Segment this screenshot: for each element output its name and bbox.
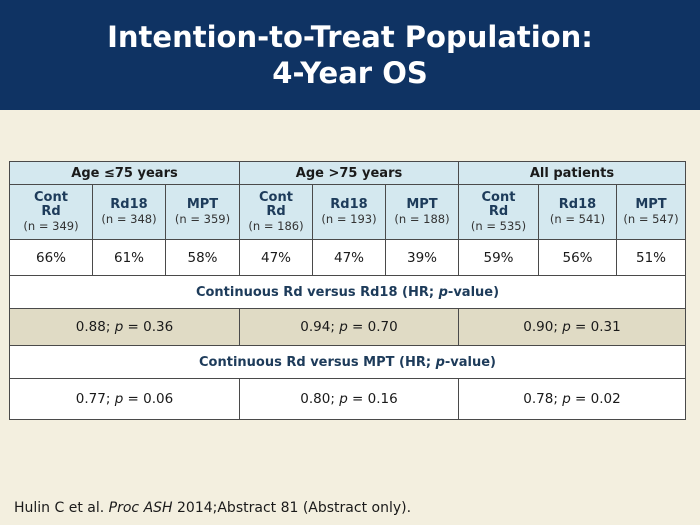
hr-text: 0.77; [75,391,115,407]
slide-title: Intention-to-Treat Population: 4-Year OS [0,0,700,110]
arm-n: (n = 348) [101,212,157,226]
hr-value: 0.77; p = 0.06 [9,378,240,420]
comparison-2-label: Continuous Rd versus MPT (HR; p-value) [8,345,687,379]
arm-header: Cont Rd (n = 186) [239,184,313,240]
os-value: 61% [92,239,166,276]
arm-header: MPT (n = 547) [615,184,687,240]
p-text: = 0.31 [570,319,621,335]
p-text: = 0.70 [347,319,398,335]
os-value: 66% [9,239,93,276]
hr-text: 0.80; [300,391,340,407]
os-table: Age ≤75 years Age >75 years All patients… [8,161,687,420]
hr-value: 0.88; p = 0.36 [9,308,240,346]
group-header: All patients [457,161,687,185]
hr-text: 0.94; [300,319,340,335]
p-label: p [339,319,348,335]
comparison-label-p: p [435,354,445,370]
os-value: 47% [239,239,313,276]
arm-header: MPT (n = 188) [385,184,459,240]
title-line-2: 4-Year OS [272,56,428,90]
comparison-label-p: p [438,284,448,300]
arm-header: Cont Rd (n = 535) [458,184,539,240]
os-value: 47% [312,239,386,276]
comparison-label-text: -value) [444,354,497,370]
arm-n: (n = 535) [470,219,527,233]
citation-journal: Proc ASH [108,500,173,516]
arm-name: MPT [186,197,219,212]
comparison-1-header-row: Continuous Rd versus Rd18 (HR; p-value) [8,275,687,309]
p-text: = 0.16 [347,391,398,407]
arm-n: (n = 188) [394,212,450,226]
arm-n: (n = 186) [248,219,304,233]
p-label: p [339,391,348,407]
arm-header: MPT (n = 359) [165,184,240,240]
p-label: p [114,391,124,407]
arm-name: Rd18 [110,197,148,212]
arm-name: MPT [635,197,667,212]
citation: Hulin C et al. Proc ASH 2014;Abstract 81… [14,500,411,516]
comparison-2-header-row: Continuous Rd versus MPT (HR; p-value) [8,345,687,379]
p-text: = 0.06 [123,391,174,407]
hr-value: 0.90; p = 0.31 [457,308,687,346]
arm-header: Rd18 (n = 541) [538,184,617,240]
group-header: Age >75 years [239,161,459,185]
arm-name: Rd18 [330,197,368,212]
arm-header: Rd18 (n = 348) [92,184,166,240]
arm-n: (n = 541) [549,212,606,226]
arm-header-row: Cont Rd (n = 349) Rd18 (n = 348) MPT (n = 3… [9,184,687,240]
arm-name: Rd18 [558,197,597,212]
arm-name: Cont Rd [259,190,293,219]
comparison-1-values-row: 0.88; p = 0.36 0.94; p = 0.70 0.90; p = … [9,308,687,346]
hr-text: 0.88; [75,319,115,335]
arm-n: (n = 193) [321,212,377,226]
p-label: p [114,319,124,335]
arm-header: Cont Rd (n = 349) [9,184,93,240]
hr-value: 0.94; p = 0.70 [239,308,459,346]
comparison-2-values-row: 0.77; p = 0.06 0.80; p = 0.16 0.78; p = … [9,378,687,420]
arm-name: Cont Rd [34,190,68,219]
title-line-1: Intention-to-Treat Population: [107,20,593,54]
p-text: = 0.02 [570,391,621,407]
group-header: Age ≤75 years [9,161,240,185]
comparison-label-text: -value) [447,284,500,300]
group-header-row: Age ≤75 years Age >75 years All patients [9,161,687,185]
arm-n: (n = 349) [23,219,79,233]
hr-text: 0.90; [523,319,563,335]
hr-text: 0.78; [523,391,563,407]
os-value: 56% [538,239,617,276]
os-values-row: 66% 61% 58% 47% 47% 39% 59% 56% 51% [9,239,687,276]
hr-value: 0.78; p = 0.02 [457,378,687,420]
arm-n: (n = 359) [174,212,231,226]
os-value: 39% [385,239,459,276]
arm-name: MPT [406,197,438,212]
comparison-label-text: Continuous Rd versus MPT (HR; [199,354,436,370]
os-value: 59% [458,239,539,276]
p-text: = 0.36 [123,319,174,335]
arm-header: Rd18 (n = 193) [312,184,386,240]
comparison-label-text: Continuous Rd versus Rd18 (HR; [195,284,439,300]
p-label: p [562,391,571,407]
citation-details: 2014;Abstract 81 (Abstract only). [172,500,412,516]
comparison-1-label: Continuous Rd versus Rd18 (HR; p-value) [8,275,687,309]
arm-n: (n = 547) [623,212,679,226]
citation-authors: Hulin C et al. [14,500,109,516]
os-value: 51% [615,239,687,276]
arm-name: Cont Rd [481,190,516,219]
p-label: p [562,319,571,335]
os-value: 58% [165,239,240,276]
hr-value: 0.80; p = 0.16 [239,378,459,420]
